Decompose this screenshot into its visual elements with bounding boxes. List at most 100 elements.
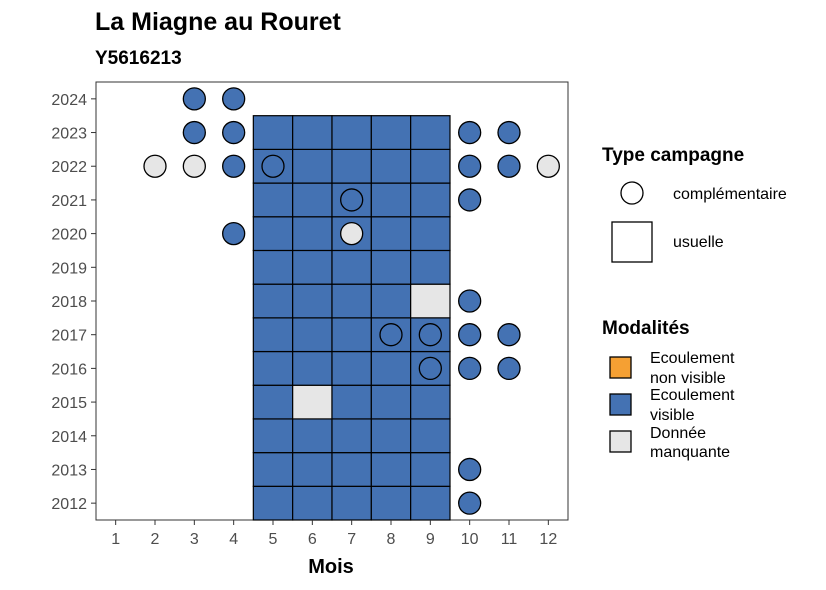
usual-square-2013-8: [370, 452, 412, 487]
x-tick-label-9: 9: [426, 531, 435, 548]
chart-subtitle: Y5616213: [95, 48, 182, 69]
usual-square-2020-6: [292, 216, 333, 252]
usual-square-2013-7: [331, 452, 372, 487]
complementary-point-2024-4: [222, 87, 246, 111]
usual-square-2016-7: [331, 350, 372, 386]
legend-modalites-title: Modalités: [602, 318, 690, 339]
legend-modalites: Modalités Ecoulement non visible Ecoulem…: [602, 318, 735, 461]
complementary-point-2020-7: [340, 221, 364, 246]
usual-square-2021-5: [252, 182, 294, 218]
usual-square-2014-5: [252, 418, 294, 454]
x-tick-label-6: 6: [308, 531, 317, 548]
complementary-point-2023-4: [222, 120, 246, 145]
usual-square-2018-9: [410, 283, 451, 319]
y-tick-label-2023: 2023: [51, 126, 87, 143]
legend-modalite-0-line-1: non visible: [650, 370, 726, 387]
complementary-point-2021-10: [458, 188, 482, 212]
usual-square-2018-6: [292, 283, 333, 319]
complementary-point-2022-11: [497, 154, 521, 178]
usual-square-2022-8: [370, 148, 412, 184]
usual-square-2014-9: [410, 418, 451, 454]
complementary-point-2022-4: [222, 154, 246, 178]
usual-square-2019-5: [252, 249, 294, 285]
legend-modalite-1-line-1: visible: [650, 407, 695, 424]
y-tick-label-2021: 2021: [51, 193, 87, 210]
usual-square-2017-7: [331, 317, 372, 353]
usual-square-2012-6: [292, 485, 333, 521]
x-tick-label-8: 8: [387, 531, 396, 548]
y-tick-label-2018: 2018: [51, 294, 87, 311]
legend-modalite-2-line-0: Donnée: [650, 425, 706, 442]
legend-square-symbol: [611, 221, 653, 263]
usual-square-2017-6: [292, 317, 333, 353]
y-tick-label-2015: 2015: [51, 395, 87, 412]
usual-square-2020-9: [410, 216, 451, 252]
x-tick-label-4: 4: [229, 531, 238, 548]
usual-square-2012-7: [331, 485, 372, 521]
legend-campagne-label-1: usuelle: [673, 234, 724, 251]
complementary-point-2022-3: [182, 154, 206, 178]
complementary-point-2022-2: [143, 154, 167, 178]
y-tick-label-2014: 2014: [51, 429, 87, 446]
usual-square-2017-5: [252, 317, 294, 353]
complementary-point-2022-5: [261, 154, 285, 178]
chart-title: La Miagne au Rouret: [95, 8, 342, 36]
complementary-point-2016-9: [418, 356, 442, 381]
usual-square-2013-5: [252, 452, 294, 487]
usual-square-2021-9: [410, 182, 451, 218]
usual-square-2018-7: [331, 283, 372, 319]
complementary-point-2017-9: [418, 323, 442, 347]
usual-square-2015-9: [410, 384, 451, 420]
usual-square-2012-8: [370, 485, 412, 521]
usual-square-2023-9: [410, 115, 451, 150]
usual-square-2019-7: [331, 249, 372, 285]
usual-square-2014-7: [331, 418, 372, 454]
x-axis-label: Mois: [308, 556, 354, 578]
complementary-point-2017-8: [379, 323, 403, 347]
x-tick-label-5: 5: [269, 531, 278, 548]
y-tick-label-2013: 2013: [51, 462, 87, 479]
x-tick-label-2: 2: [151, 531, 160, 548]
complementary-point-2016-11: [497, 356, 521, 381]
usual-square-2014-8: [370, 418, 412, 454]
legend-swatch-visible: [609, 393, 632, 416]
y-tick-label-2019: 2019: [51, 260, 87, 277]
usual-square-2013-9: [410, 452, 451, 487]
usual-square-2022-7: [331, 148, 372, 184]
usual-square-2013-6: [292, 452, 333, 487]
usual-square-2021-8: [370, 182, 412, 218]
complementary-point-2017-11: [497, 323, 521, 347]
usual-square-2014-6: [292, 418, 333, 454]
complementary-point-2012-10: [458, 491, 482, 515]
legend-modalite-2-line-1: manquante: [650, 444, 730, 461]
usual-square-2023-8: [370, 115, 412, 150]
usual-square-2015-5: [252, 384, 294, 420]
legend-campagne: Type campagne complémentaire usuelle: [602, 145, 787, 263]
complementary-point-2023-11: [497, 120, 521, 145]
usual-square-2021-6: [292, 182, 333, 218]
legend-circle-symbol: [620, 181, 644, 205]
usual-square-2016-5: [252, 350, 294, 386]
usual-square-2018-8: [370, 283, 412, 319]
usual-square-2019-6: [292, 249, 333, 285]
y-tick-label-2012: 2012: [51, 496, 87, 513]
x-tick-label-12: 12: [539, 531, 557, 548]
usual-square-2018-5: [252, 283, 294, 319]
complementary-point-2021-7: [340, 188, 364, 212]
complementary-point-2024-3: [182, 87, 206, 111]
usual-square-2023-6: [292, 115, 333, 150]
y-tick-label-2020: 2020: [51, 227, 87, 244]
usual-square-2012-5: [252, 485, 294, 521]
usual-square-2019-9: [410, 249, 451, 285]
complementary-point-2023-3: [182, 120, 206, 145]
usual-square-2023-5: [252, 115, 294, 150]
y-tick-label-2017: 2017: [51, 328, 87, 345]
legend-modalite-1-line-0: Ecoulement: [650, 387, 735, 404]
usual-squares-layer: [252, 115, 451, 521]
x-tick-label-11: 11: [501, 531, 518, 548]
complementary-point-2020-4: [222, 221, 246, 246]
y-tick-label-2016: 2016: [51, 361, 87, 378]
usual-square-2012-9: [410, 485, 451, 521]
usual-square-2022-9: [410, 148, 451, 184]
